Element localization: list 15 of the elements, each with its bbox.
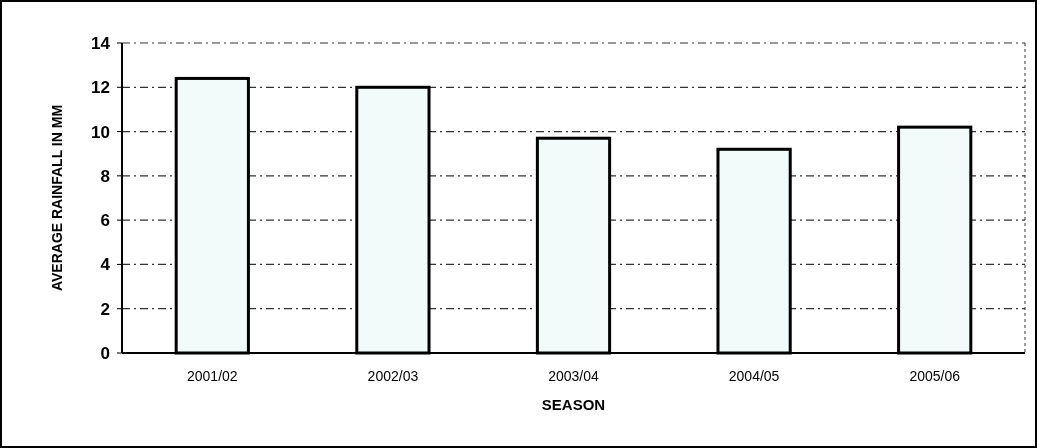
y-tick-label: 0 [100, 343, 110, 363]
y-tick-label: 12 [91, 78, 110, 98]
y-tick-label: 10 [91, 122, 110, 142]
x-tick-label: 2005/06 [909, 368, 961, 384]
y-tick-label: 8 [100, 166, 110, 186]
x-tick-label: 2003/04 [548, 368, 600, 384]
y-tick-label: 6 [100, 211, 110, 231]
x-axis-title: SEASON [541, 396, 606, 413]
y-tick-label: 4 [100, 255, 111, 275]
y-tick-label: 2 [100, 299, 110, 319]
x-tick-label: 2001/02 [187, 368, 238, 384]
y-tick-label: 14 [91, 33, 111, 53]
y-axis-title: AVERAGE RAINFALL IN MM [49, 104, 65, 292]
x-tick-label: 2004/05 [728, 368, 780, 384]
x-tick-label: 2002/03 [367, 368, 419, 384]
